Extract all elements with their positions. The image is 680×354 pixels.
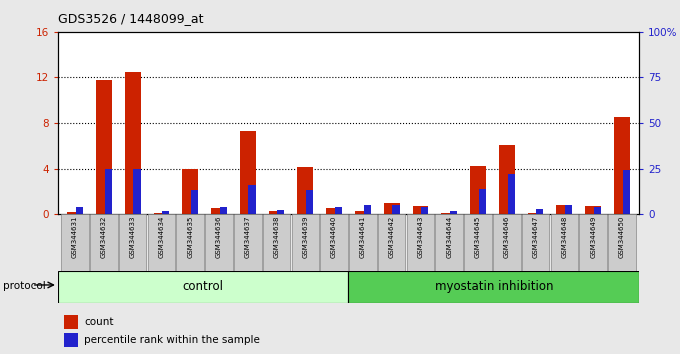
Bar — [96, 80, 112, 214]
Bar — [234, 214, 262, 271]
Text: GSM344635: GSM344635 — [187, 216, 193, 258]
Bar — [565, 205, 573, 214]
Bar — [551, 214, 578, 271]
Bar — [499, 145, 515, 214]
Bar — [435, 214, 463, 271]
Bar — [262, 214, 290, 271]
Text: GSM344640: GSM344640 — [331, 216, 337, 258]
Bar — [306, 190, 313, 214]
Bar — [470, 166, 486, 214]
Bar — [220, 207, 227, 214]
Bar — [205, 214, 233, 271]
Bar — [364, 205, 371, 214]
Bar — [64, 315, 78, 329]
Bar — [493, 214, 521, 271]
Bar — [61, 214, 89, 271]
Text: GDS3526 / 1448099_at: GDS3526 / 1448099_at — [58, 12, 203, 25]
Text: GSM344632: GSM344632 — [101, 216, 107, 258]
Text: GSM344650: GSM344650 — [619, 216, 625, 258]
Bar — [479, 189, 486, 214]
Bar — [58, 271, 348, 303]
Text: protocol: protocol — [3, 281, 46, 291]
Bar — [148, 214, 175, 271]
Bar — [162, 211, 169, 214]
Bar — [378, 214, 405, 271]
Text: GSM344633: GSM344633 — [130, 216, 135, 258]
Text: GSM344636: GSM344636 — [216, 216, 222, 258]
Bar — [326, 209, 342, 214]
Bar — [392, 205, 400, 214]
Bar — [182, 169, 198, 214]
Bar — [154, 213, 169, 214]
Bar — [522, 214, 549, 271]
Bar — [335, 207, 342, 214]
Text: GSM344639: GSM344639 — [303, 216, 308, 258]
Bar — [292, 214, 319, 271]
Text: GSM344634: GSM344634 — [158, 216, 165, 258]
Text: GSM344642: GSM344642 — [389, 216, 394, 258]
Bar — [240, 131, 256, 214]
Bar — [413, 206, 428, 214]
Bar — [355, 211, 371, 214]
Bar — [585, 206, 601, 214]
Bar — [441, 213, 457, 214]
Text: GSM344643: GSM344643 — [418, 216, 424, 258]
Bar — [450, 211, 457, 214]
Bar — [348, 271, 639, 303]
Bar — [67, 212, 83, 214]
Text: GSM344638: GSM344638 — [273, 216, 279, 258]
Bar — [464, 214, 492, 271]
Bar — [75, 207, 83, 214]
Bar — [349, 214, 377, 271]
Text: control: control — [183, 280, 224, 293]
Text: count: count — [84, 317, 114, 327]
Bar — [90, 214, 118, 271]
Bar — [297, 167, 313, 214]
Text: GSM344647: GSM344647 — [532, 216, 539, 258]
Text: GSM344641: GSM344641 — [360, 216, 366, 258]
Bar — [507, 174, 515, 214]
Text: GSM344644: GSM344644 — [446, 216, 452, 258]
Bar — [124, 72, 141, 214]
Bar — [320, 214, 348, 271]
Bar — [556, 205, 573, 214]
Bar — [64, 333, 78, 347]
Bar — [211, 209, 227, 214]
Bar — [594, 207, 601, 214]
Bar — [537, 209, 543, 214]
Bar — [191, 190, 198, 214]
Text: GSM344631: GSM344631 — [72, 216, 78, 258]
Bar — [608, 214, 636, 271]
Bar — [614, 117, 630, 214]
Bar — [421, 207, 428, 214]
Bar — [407, 214, 435, 271]
Bar — [623, 170, 630, 214]
Bar — [269, 211, 284, 214]
Bar — [528, 213, 543, 214]
Text: GSM344649: GSM344649 — [590, 216, 596, 258]
Bar — [119, 214, 146, 271]
Bar — [105, 169, 112, 214]
Bar — [176, 214, 204, 271]
Bar — [579, 214, 607, 271]
Text: GSM344646: GSM344646 — [504, 216, 510, 258]
Bar — [248, 185, 256, 214]
Bar — [133, 169, 141, 214]
Bar — [277, 210, 284, 214]
Text: GSM344648: GSM344648 — [562, 216, 567, 258]
Bar — [384, 203, 400, 214]
Text: GSM344645: GSM344645 — [475, 216, 481, 258]
Text: myostatin inhibition: myostatin inhibition — [435, 280, 553, 293]
Text: GSM344637: GSM344637 — [245, 216, 251, 258]
Text: percentile rank within the sample: percentile rank within the sample — [84, 335, 260, 345]
